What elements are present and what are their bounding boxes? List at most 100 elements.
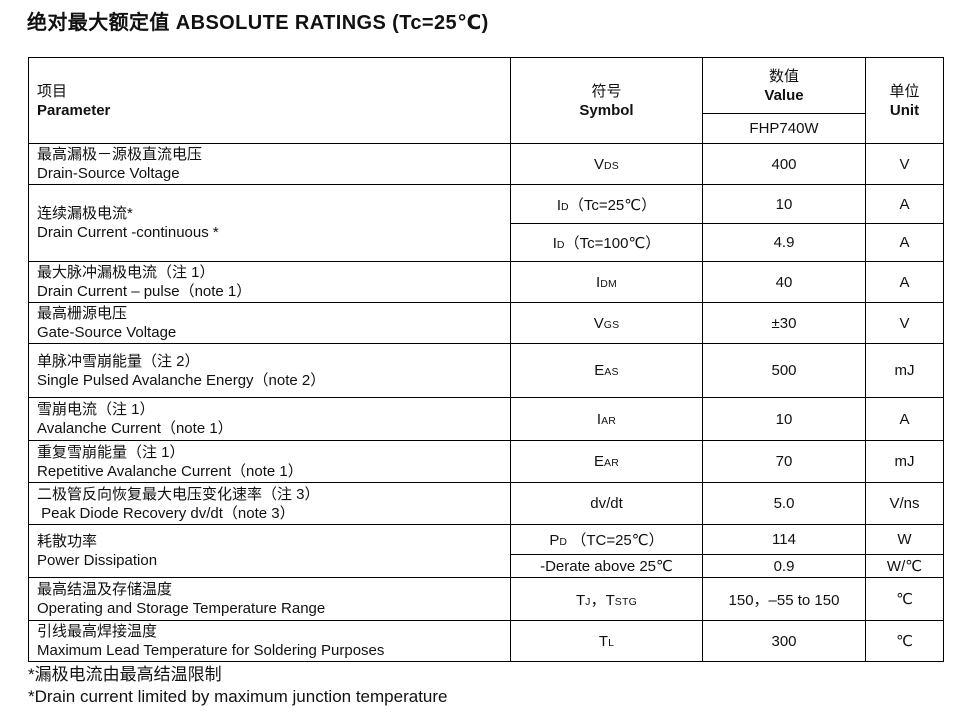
- param-zh: 二极管反向恢复最大电压变化速率（注 3）: [37, 485, 320, 503]
- value-cell: 70: [702, 440, 866, 483]
- symbol-text: V: [593, 314, 604, 332]
- unit-cell: mJ: [865, 440, 944, 483]
- symbol-text: dv/dt: [590, 495, 623, 512]
- page-title: 绝对最大额定值 ABSOLUTE RATINGS (Tc=25℃): [27, 12, 489, 34]
- symbol-subscript: DS: [604, 159, 619, 172]
- value-cell: 0.9: [702, 554, 866, 578]
- table-header-device-row: FHP740W: [29, 113, 944, 144]
- table-row: 连续漏极电流* Drain Current -continuous * ID（T…: [28, 184, 944, 262]
- symbol-subscript: DM: [600, 277, 617, 290]
- symbol-subscript: STG: [614, 595, 637, 608]
- header-parameter-zh: 项目: [37, 82, 68, 100]
- param-cell: 耗散功率 Power Dissipation: [28, 524, 511, 578]
- value-cell: 114: [702, 524, 866, 555]
- param-en: Drain Current – pulse（note 1）: [37, 283, 252, 300]
- table-row: -Derate above 25℃ 0.9 W/℃: [29, 554, 944, 578]
- param-zh: 最高漏极－源极直流电压: [37, 146, 203, 163]
- param-en: Repetitive Avalanche Current（note 1）: [37, 462, 303, 480]
- param-zh: 引线最高焊接温度: [37, 623, 158, 640]
- param-en: Avalanche Current（note 1）: [37, 420, 233, 437]
- unit-cell: V: [865, 143, 944, 185]
- param-cell: 单脉冲雪崩能量（注 2） Single Pulsed Avalanche Ene…: [28, 343, 511, 398]
- symbol-text: T: [576, 591, 586, 609]
- symbol-cell: VDS: [510, 143, 703, 185]
- unit-cell: mJ: [865, 343, 944, 398]
- value-cell: 10: [702, 184, 866, 224]
- param-en: Power Dissipation: [37, 552, 158, 569]
- symbol-cell: TL: [510, 620, 703, 662]
- value-cell: 500: [702, 343, 866, 398]
- symbol-subscript: AS: [604, 366, 619, 378]
- header-unit: 单位 Unit: [865, 57, 944, 144]
- value-cell: 40: [702, 261, 866, 303]
- value-cell: 10: [702, 397, 866, 441]
- param-zh: 重复雪崩能量（注 1）: [37, 443, 185, 461]
- symbol-cell: IAR: [510, 397, 703, 441]
- symbol-subscript: D: [556, 239, 565, 251]
- symbol-cell: ID（Tc=100℃）: [510, 223, 703, 262]
- symbol-cell: VGS: [510, 302, 703, 344]
- header-symbol-zh: 符号: [591, 82, 622, 100]
- symbol-text: E: [593, 453, 604, 470]
- param-cell: 雪崩电流（注 1） Avalanche Current（note 1）: [28, 397, 511, 441]
- footnote-zh: *漏极电流由最高结温限制: [28, 665, 222, 684]
- value-cell: ±30: [702, 302, 866, 344]
- param-zh: 雪崩电流（注 1）: [37, 401, 155, 418]
- param-cell: 最高栅源电压 Gate-Source Voltage: [28, 302, 511, 344]
- symbol-cell: EAS: [510, 343, 703, 398]
- param-cell: 最高结温及存储温度 Operating and Storage Temperat…: [28, 577, 511, 621]
- header-parameter: 项目 Parameter: [28, 57, 511, 144]
- header-value-zh: 数值: [768, 67, 799, 85]
- param-en: Maximum Lead Temperature for Soldering P…: [37, 642, 385, 659]
- value-cell: 4.9: [702, 223, 866, 262]
- param-cell: 引线最高焊接温度 Maximum Lead Temperature for So…: [28, 620, 511, 662]
- param-en: Single Pulsed Avalanche Energy（note 2）: [37, 371, 326, 389]
- table-row: 耗散功率 Power Dissipation PD （TC=25℃） 114 W: [28, 524, 944, 578]
- param-en: Gate-Source Voltage: [37, 324, 177, 341]
- param-cell: 连续漏极电流* Drain Current -continuous *: [28, 184, 511, 262]
- param-en: Drain-Source Voltage: [37, 165, 180, 182]
- param-cell: 最高漏极－源极直流电压 Drain-Source Voltage: [28, 143, 511, 185]
- symbol-condition: （Tc=100℃）: [564, 235, 661, 252]
- value-cell: 5.0: [702, 482, 866, 525]
- symbol-cell: EAR: [510, 440, 703, 483]
- unit-cell: V: [865, 302, 944, 344]
- symbol-text: I: [596, 273, 601, 291]
- symbol-subscript: AR: [604, 457, 619, 469]
- param-zh: 连续漏极电流*: [37, 205, 133, 222]
- param-en: Operating and Storage Temperature Range: [37, 600, 326, 617]
- symbol-subscript: J: [585, 595, 591, 608]
- symbol-subscript: D: [559, 536, 568, 548]
- symbol-text: V: [593, 155, 604, 173]
- unit-cell: ℃: [865, 577, 944, 621]
- unit-cell: W/℃: [865, 554, 944, 578]
- symbol-cell: IDM: [510, 261, 703, 303]
- unit-cell: A: [865, 261, 944, 303]
- table-row: 最高栅源电压 Gate-Source Voltage VGS ±30 V: [28, 302, 944, 344]
- header-device: FHP740W: [702, 113, 866, 144]
- unit-cell: V/ns: [865, 482, 944, 525]
- symbol-condition: （TC=25℃）: [567, 532, 664, 549]
- symbol-subscript: D: [561, 200, 569, 213]
- header-symbol-en: Symbol: [579, 101, 634, 119]
- table-header-row: 项目 Parameter 符号 Symbol 数值 Value 单位 Unit: [28, 57, 944, 144]
- symbol-cell: ID（Tc=25℃）: [510, 184, 703, 224]
- header-value-en: Value: [764, 86, 804, 104]
- symbol-cell: -Derate above 25℃: [510, 554, 703, 578]
- symbol-condition: （Tc=25℃）: [568, 196, 657, 214]
- symbol-cell: PD （TC=25℃）: [510, 524, 703, 555]
- param-zh: 最大脉冲漏极电流（注 1）: [37, 264, 215, 281]
- unit-cell: ℃: [865, 620, 944, 662]
- symbol-text: ，T: [590, 591, 615, 609]
- absolute-ratings-table: 项目 Parameter 符号 Symbol 数值 Value 单位 Unit …: [28, 57, 944, 662]
- param-zh: 最高结温及存储温度: [37, 581, 173, 598]
- header-unit-zh: 单位: [889, 82, 920, 100]
- symbol-text: E: [594, 362, 605, 379]
- param-en: Drain Current -continuous *: [37, 224, 219, 241]
- symbol-subscript: L: [608, 636, 615, 649]
- symbol-subscript: AR: [601, 414, 617, 427]
- value-cell: 400: [702, 143, 866, 185]
- param-cell: 重复雪崩能量（注 1） Repetitive Avalanche Current…: [28, 440, 511, 483]
- param-zh: 耗散功率: [37, 533, 98, 550]
